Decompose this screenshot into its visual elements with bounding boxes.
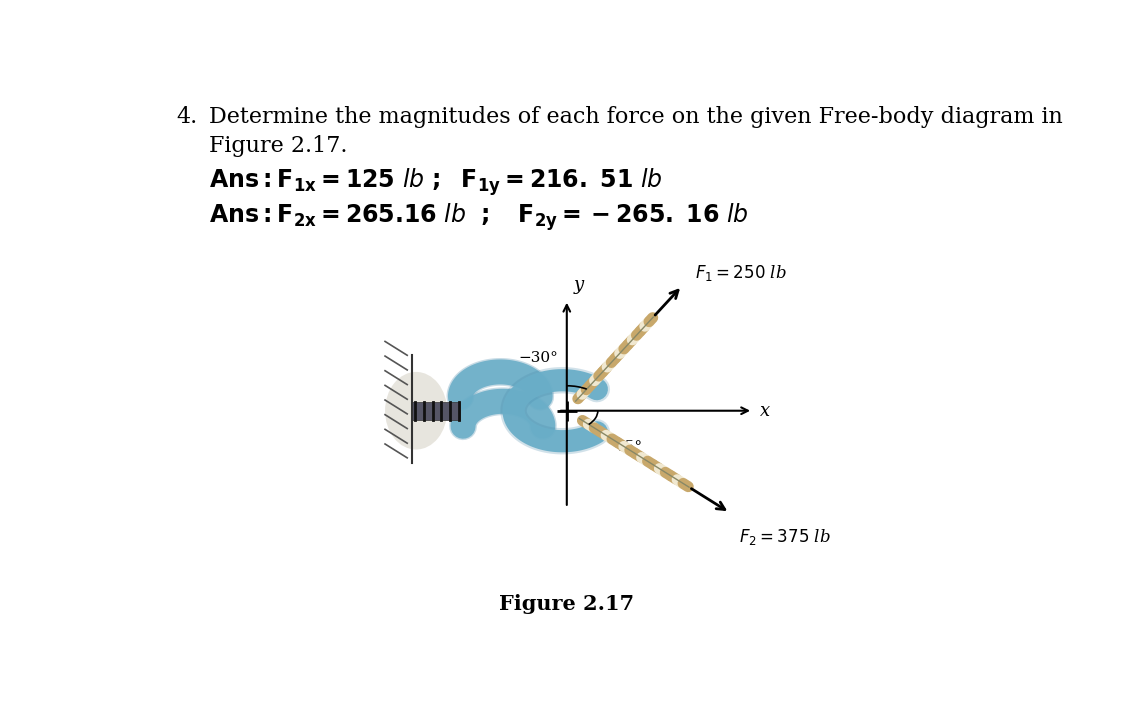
Text: $F_1 = 250$ lb: $F_1 = 250$ lb bbox=[696, 263, 787, 283]
Text: $\mathit{\mathbf{Ans: F_{1x} = 125\ \mathit{lb}\ ;\ \ F_{1y} = 216.\ 51\ \mathit: $\mathit{\mathbf{Ans: F_{1x} = 125\ \mat… bbox=[209, 167, 664, 199]
Text: $\mathit{\mathbf{Ans: F_{2x} = 265.16\ \mathit{lb}\ \ ;\ \ \ F_{2y} = -265.\ 16\: $\mathit{\mathbf{Ans: F_{2x} = 265.16\ \… bbox=[209, 201, 749, 233]
Text: Figure 2.17.: Figure 2.17. bbox=[209, 135, 348, 157]
Text: x: x bbox=[760, 402, 770, 420]
Text: $F_2 = 375$ lb: $F_2 = 375$ lb bbox=[739, 526, 831, 546]
Ellipse shape bbox=[386, 372, 447, 449]
Text: Figure 2.17: Figure 2.17 bbox=[499, 594, 635, 614]
Text: 4.: 4. bbox=[176, 106, 198, 128]
Text: Determine the magnitudes of each force on the given Free-body diagram in: Determine the magnitudes of each force o… bbox=[209, 106, 1063, 128]
Text: −30°: −30° bbox=[518, 351, 558, 365]
Text: y: y bbox=[574, 276, 585, 294]
Bar bbox=[412, 402, 460, 420]
Text: 45°: 45° bbox=[615, 440, 643, 454]
